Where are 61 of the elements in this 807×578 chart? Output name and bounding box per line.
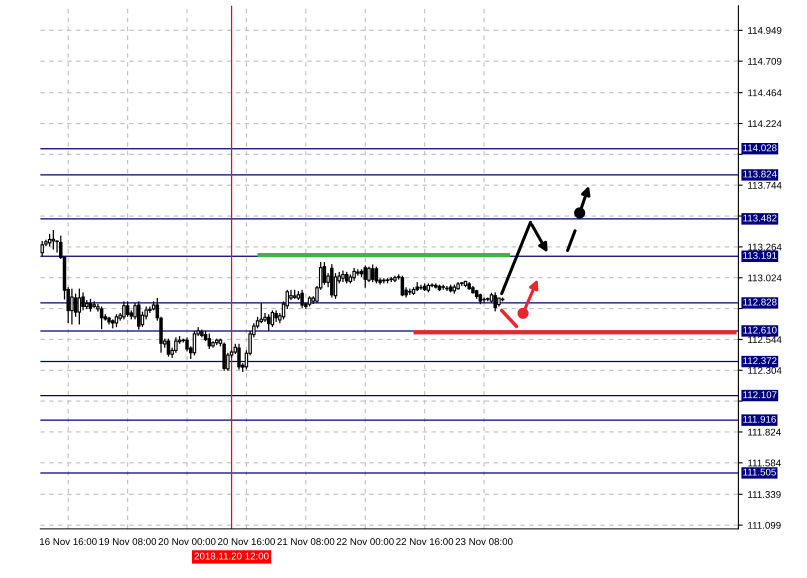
ref-line-label: 113.824 xyxy=(743,170,777,178)
candlestick xyxy=(341,270,345,283)
y-tick-label: 112.544 xyxy=(748,336,782,344)
y-tick-label: 114.464 xyxy=(748,89,782,96)
candlestick xyxy=(192,330,196,356)
y-tick-label: 114.949 xyxy=(748,27,782,34)
y-tick-label: 111.339 xyxy=(748,491,781,498)
x-tick-label: 23 Nov 08:00 xyxy=(456,538,513,546)
candlestick xyxy=(88,298,92,312)
candlestick xyxy=(40,240,44,258)
y-tick-label: 113.024 xyxy=(748,274,782,282)
y-tick-label: 111.824 xyxy=(748,428,781,436)
ref-line-label: 112.372 xyxy=(743,357,777,364)
ref-line-label: 111.505 xyxy=(743,468,776,476)
ref-line-label: 114.028 xyxy=(743,144,777,152)
ref-line-label: 113.482 xyxy=(743,214,777,222)
ref-line-label: 112.610 xyxy=(743,326,777,334)
x-tick-label: 19 Nov 08:00 xyxy=(99,538,156,546)
candlestick xyxy=(266,314,270,332)
ref-line-label: 112.828 xyxy=(743,298,777,306)
y-tick-label: 114.709 xyxy=(748,58,782,65)
candlestick xyxy=(352,267,356,282)
candlestick xyxy=(493,292,497,312)
y-tick-label: 113.744 xyxy=(748,182,782,189)
candlestick xyxy=(208,332,212,350)
candlestick xyxy=(122,300,126,320)
x-tick-label: 22 Nov 00:00 xyxy=(336,538,394,546)
candlestick xyxy=(100,306,104,330)
candlestick xyxy=(308,296,312,308)
y-tick-label: 111.584 xyxy=(748,460,781,466)
candlestick xyxy=(374,266,378,284)
candlestick xyxy=(52,230,56,250)
x-tick-label: 22 Nov 16:00 xyxy=(396,538,454,546)
y-tick-label: 113.264 xyxy=(748,244,782,251)
x-tick-label: 20 Nov 16:00 xyxy=(218,538,275,546)
candlestick xyxy=(78,288,82,326)
ref-line-label: 112.107 xyxy=(743,391,777,398)
y-tick-label: 111.099 xyxy=(748,522,781,529)
y-tick-label: 114.224 xyxy=(748,120,782,128)
candlestick xyxy=(166,338,170,358)
candlestick xyxy=(137,300,140,330)
candlestick xyxy=(478,293,482,305)
candlestick xyxy=(70,288,74,326)
candlestick xyxy=(364,264,367,288)
candlestick xyxy=(114,314,118,328)
candlestick xyxy=(48,233,52,248)
candlestick xyxy=(270,310,274,328)
y-tick-label: 112.304 xyxy=(748,367,782,374)
candlestick xyxy=(370,264,374,283)
candlestick xyxy=(400,275,404,297)
candlestick xyxy=(344,271,348,284)
x-tick-label: 16 Nov 16:00 xyxy=(40,538,97,546)
ref-line-label: 111.916 xyxy=(743,416,776,423)
candlestick xyxy=(300,289,304,308)
candlestick xyxy=(126,300,130,318)
x-tick-label: 21 Nov 08:00 xyxy=(277,538,334,546)
ref-line-label: 113.191 xyxy=(743,252,777,259)
candlestick xyxy=(408,288,412,296)
x-tick-label: 2018.11.20 12:00 xyxy=(194,552,269,560)
candlestick xyxy=(274,310,278,323)
x-tick-label: 20 Nov 00:00 xyxy=(158,538,216,546)
